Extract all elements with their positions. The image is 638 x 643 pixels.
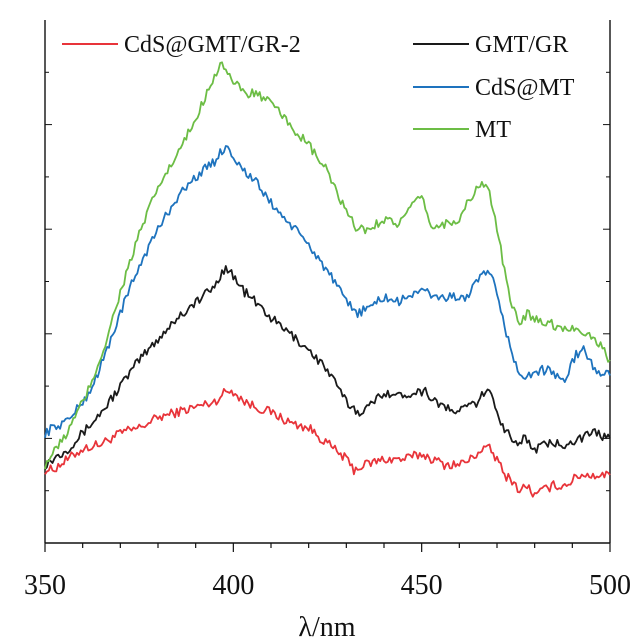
x-tick-label: 400 — [212, 570, 254, 601]
x-ticks: 350 400 450 500 — [24, 543, 631, 601]
x-tick-label: 350 — [24, 570, 66, 601]
series-line-gmt-gr — [44, 265, 611, 470]
legend-label-gmt-gr: GMT/GR — [475, 32, 568, 58]
legend: CdS@GMT/GR-2 GMT/GR CdS@MT MT — [62, 32, 575, 143]
x-axis-title: λ/nm — [298, 612, 355, 643]
series-layer — [44, 61, 611, 498]
x-tick-label: 500 — [589, 570, 631, 601]
series-line-cds-gmt-gr-2 — [44, 387, 611, 498]
y-tick-marks — [45, 71, 610, 492]
series-line-cds-mt — [44, 145, 611, 438]
series-line-mt — [44, 61, 611, 470]
legend-label-cds-gmt-gr-2: CdS@GMT/GR-2 — [124, 32, 301, 58]
legend-label-cds-mt: CdS@MT — [475, 75, 575, 101]
x-tick-label: 450 — [401, 570, 443, 601]
legend-label-mt: MT — [475, 117, 511, 143]
